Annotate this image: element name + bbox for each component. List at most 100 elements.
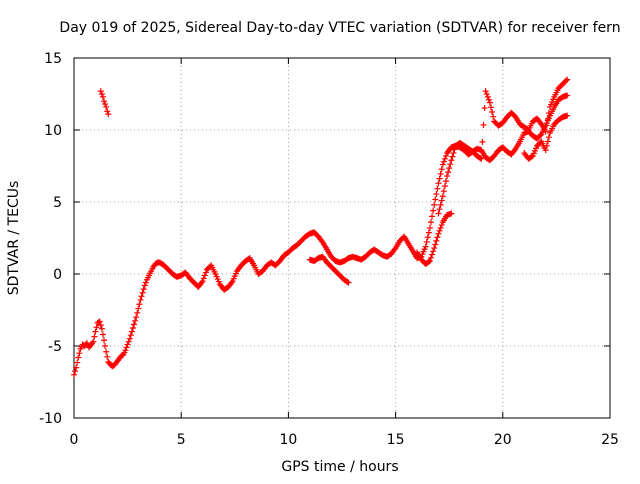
data-point: [545, 110, 552, 117]
x-tick-label: 15: [387, 432, 405, 448]
data-point: [97, 88, 104, 95]
data-point: [436, 227, 443, 234]
series-sdtvar-lower-branch: [306, 112, 571, 286]
data-point: [564, 76, 571, 83]
data-point: [486, 99, 493, 106]
data-point: [423, 238, 430, 245]
data-point: [480, 121, 487, 128]
data-point: [433, 191, 440, 198]
data-point: [445, 169, 452, 176]
data-point: [102, 343, 109, 349]
data-point: [139, 289, 146, 296]
data-point: [72, 368, 79, 375]
data-point: [96, 318, 103, 325]
data-point: [437, 224, 444, 231]
y-tick-label: 15: [44, 51, 62, 67]
plot-frame: [73, 57, 611, 419]
data-point: [123, 344, 130, 351]
data-point: [128, 328, 135, 335]
data-point: [439, 161, 446, 168]
grid: [74, 58, 610, 418]
y-tick-label: 10: [44, 123, 62, 139]
data-point: [104, 353, 111, 360]
data-point: [93, 324, 100, 331]
data-point: [101, 337, 108, 344]
data-point: [434, 185, 441, 192]
data-point: [345, 279, 352, 286]
data-point: [543, 142, 550, 149]
data-point: [542, 147, 549, 154]
data-point: [448, 210, 455, 217]
data-point: [432, 196, 439, 203]
data-point: [438, 197, 445, 204]
x-tick-label: 10: [279, 432, 297, 448]
data-point: [426, 258, 433, 265]
data-point: [126, 335, 133, 342]
data-point: [449, 153, 456, 160]
data-point: [132, 317, 139, 324]
data-point: [442, 178, 449, 185]
data-point: [430, 207, 437, 214]
data-point: [104, 108, 111, 115]
data-point: [429, 213, 436, 220]
data-point: [439, 193, 446, 200]
data-point: [142, 279, 149, 286]
x-tick-label: 20: [494, 432, 512, 448]
data-point: [92, 328, 99, 335]
data-point: [446, 165, 453, 172]
data-point: [99, 331, 106, 338]
axis-ticks: 0 5 10 15 20 25 -10 -5 0 5 10 15: [39, 51, 619, 448]
data-point: [202, 269, 209, 276]
data-point: [544, 116, 551, 123]
data-point: [544, 138, 551, 145]
data-point: [102, 101, 109, 108]
data-point: [138, 293, 145, 300]
data-point: [488, 104, 495, 111]
data-point: [433, 237, 440, 244]
x-tick-label: 25: [601, 432, 619, 448]
x-tick-label: 0: [70, 432, 79, 448]
data-point: [90, 338, 97, 345]
data-point: [478, 155, 485, 162]
data-point: [424, 234, 431, 241]
data-point: [479, 138, 486, 145]
data-point: [75, 354, 82, 361]
data-point: [76, 350, 83, 357]
data-point: [134, 309, 141, 316]
data-point: [434, 234, 441, 241]
data-point: [437, 201, 444, 208]
data-point: [140, 286, 147, 293]
data-point: [98, 325, 105, 332]
x-tick-label: 5: [177, 432, 186, 448]
data-point: [98, 91, 105, 97]
data-point: [438, 222, 445, 229]
data-point: [73, 364, 80, 371]
data-point: [483, 91, 490, 97]
y-tick-label: 5: [53, 195, 62, 211]
data-point: [429, 251, 436, 258]
data-point: [435, 210, 442, 217]
data-point: [543, 122, 550, 129]
data-point: [91, 333, 98, 340]
data-point: [440, 158, 447, 165]
data-point: [122, 347, 129, 354]
data-point: [437, 170, 444, 177]
y-axis-label: SDTVAR / TECUs: [6, 181, 22, 296]
data-point: [71, 371, 77, 378]
data-point: [200, 275, 207, 282]
data-point: [127, 332, 134, 339]
data-point: [141, 282, 148, 289]
data-point: [74, 359, 81, 366]
data-point: [431, 201, 438, 208]
series-sdtvar-upper-branch: [435, 76, 571, 217]
data-point: [199, 278, 206, 285]
data-point: [438, 166, 445, 173]
chart-title: Day 019 of 2025, Sidereal Day-to-day VTE…: [59, 20, 620, 36]
data-point: [436, 206, 443, 213]
data-point: [99, 93, 106, 100]
data-point: [490, 113, 497, 120]
data-point: [432, 241, 439, 248]
data-point: [564, 92, 571, 99]
